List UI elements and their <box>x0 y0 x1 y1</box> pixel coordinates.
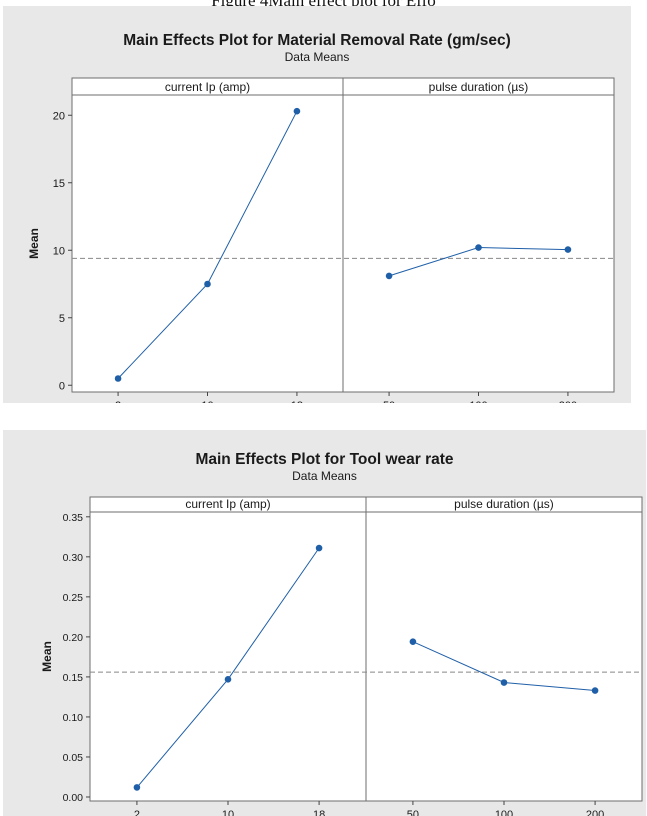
x-tick-label: 50 <box>407 809 419 816</box>
x-tick-label: 100 <box>495 809 513 816</box>
mrr-main-effects-chart: Main Effects Plot for Material Removal R… <box>3 6 631 403</box>
x-tick-label: 2 <box>115 400 121 403</box>
x-tick-label: 200 <box>586 809 604 816</box>
x-tick-label: 100 <box>469 400 487 403</box>
data-point <box>475 244 482 251</box>
chart-subtitle: Data Means <box>292 469 357 483</box>
panel-label: current Ip (amp) <box>185 497 270 511</box>
panel-label: pulse duration (µs) <box>429 80 529 94</box>
y-tick-label: 0 <box>59 380 65 392</box>
data-point <box>114 375 122 382</box>
y-tick-label: 0.30 <box>63 552 84 564</box>
x-tick-label: 10 <box>222 809 234 816</box>
x-tick-label: 200 <box>559 400 577 403</box>
data-point <box>133 784 141 791</box>
data-point <box>564 246 572 253</box>
x-tick-label: 2 <box>134 809 140 816</box>
x-tick-label: 18 <box>313 809 325 816</box>
y-tick-label: 0.05 <box>63 752 84 764</box>
chart-title: Main Effects Plot for Material Removal R… <box>123 32 511 49</box>
panel-label: current Ip (amp) <box>165 80 250 94</box>
panel-label: pulse duration (µs) <box>454 497 554 511</box>
y-tick-label: 0.00 <box>63 792 84 804</box>
data-point <box>224 676 232 683</box>
y-tick-label: 0.35 <box>63 512 84 524</box>
panel-plot-area <box>71 94 344 393</box>
y-tick-label: 0.25 <box>63 592 84 604</box>
panel-plot-area <box>342 94 615 393</box>
y-tick-label: 20 <box>53 110 65 122</box>
figure-caption: Figure 4Main effect plot for Effo <box>211 0 436 10</box>
y-tick-label: 5 <box>59 313 65 325</box>
y-axis-label: Mean <box>27 228 41 259</box>
data-point <box>293 107 301 115</box>
panel-plot-area <box>365 511 643 802</box>
twr-main-effects-chart: Main Effects Plot for Tool wear rateData… <box>3 430 646 816</box>
data-point <box>500 679 508 686</box>
y-tick-label: 0.15 <box>63 672 84 684</box>
y-axis-label: Mean <box>40 641 54 672</box>
data-point <box>204 280 211 288</box>
y-tick-label: 0.20 <box>63 632 84 644</box>
chart-subtitle: Data Means <box>285 50 350 64</box>
data-point <box>409 638 417 645</box>
x-tick-label: 10 <box>201 400 213 403</box>
y-tick-label: 0.10 <box>63 712 84 724</box>
data-point <box>591 687 599 694</box>
data-point <box>385 272 393 280</box>
data-point <box>315 544 323 552</box>
chart-title: Main Effects Plot for Tool wear rate <box>195 451 453 468</box>
x-tick-label: 50 <box>383 400 395 403</box>
y-tick-label: 15 <box>53 178 65 190</box>
panel-plot-area <box>89 511 367 802</box>
y-tick-label: 10 <box>53 245 65 257</box>
x-tick-label: 18 <box>291 400 303 403</box>
